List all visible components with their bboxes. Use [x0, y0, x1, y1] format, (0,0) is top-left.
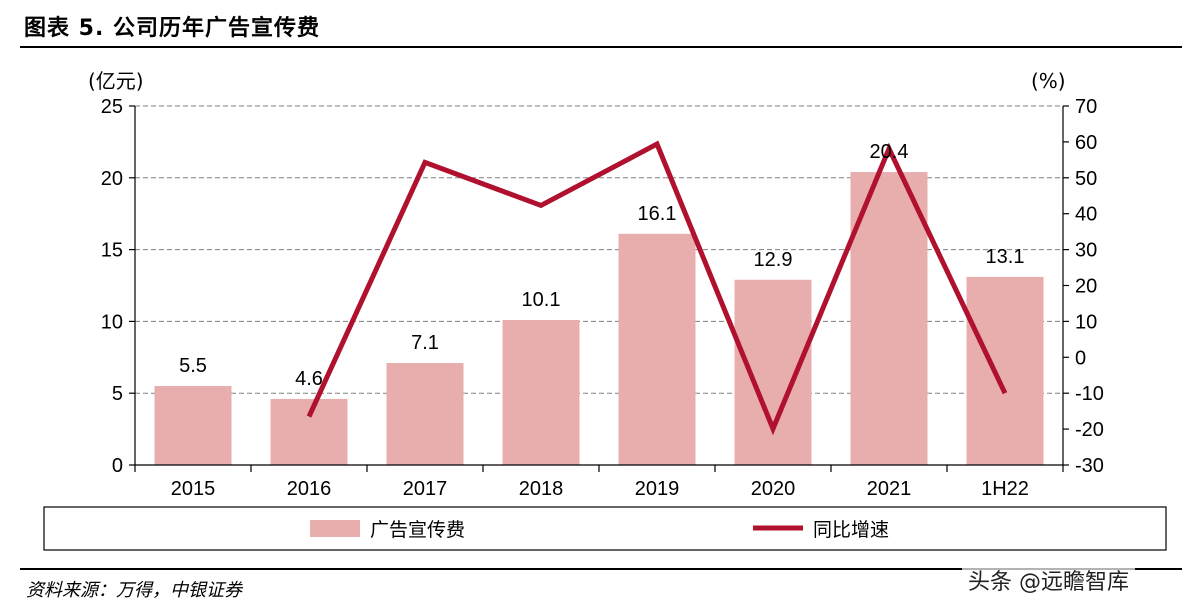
bar-data-label: 5.5 [179, 355, 207, 377]
x-tick-label: 2015 [171, 478, 216, 500]
right-tick-label: 70 [1075, 96, 1097, 118]
bar-data-label: 10.1 [522, 289, 561, 311]
x-tick-label: 2017 [403, 478, 448, 500]
bar-data-label: 12.9 [754, 249, 793, 271]
figure-title: 图表 5. 公司历年广告宣传费 [24, 16, 320, 41]
source-note: 资料来源：万得，中银证券 [26, 580, 242, 601]
right-tick-label: -30 [1075, 455, 1104, 477]
right-tick-label: 60 [1075, 132, 1097, 154]
bar-data-label: 20.4 [870, 141, 909, 163]
legend: 广告宣传费 同比增速 [43, 506, 1167, 551]
right-tick-label: -10 [1075, 383, 1104, 405]
top-rule [20, 46, 1182, 48]
bar-data-label: 4.6 [295, 368, 323, 390]
grid-layer [135, 105, 1063, 394]
left-axis-unit: (亿元) [88, 69, 144, 93]
left-tick-label: 5 [112, 383, 123, 405]
line-layer [306, 140, 1008, 436]
legend-bar-swatch [310, 520, 360, 537]
left-tick-label: 20 [101, 168, 123, 190]
label-layer: 5.5 4.6 7.1 10.1 16.1 12.9 20.4 13.1 [179, 141, 1024, 390]
x-tick-label: 2020 [751, 478, 796, 500]
right-tick-label: 40 [1075, 204, 1097, 226]
left-tick-label: 15 [101, 240, 123, 262]
right-axis-unit: (%) [1031, 69, 1066, 93]
bar [386, 363, 464, 465]
legend-box [43, 506, 1167, 551]
x-tick-label: 2016 [287, 478, 332, 500]
right-tick-label: 0 [1075, 347, 1086, 369]
left-tick-label: 10 [101, 311, 123, 333]
left-tick-label: 0 [112, 455, 123, 477]
bar-layer [154, 172, 1044, 465]
x-tick-label: 1H22 [981, 478, 1029, 500]
bar [734, 279, 812, 465]
legend-bar-label: 广告宣传费 [370, 519, 465, 541]
watermark: 头条 @远瞻智库 [962, 562, 1135, 598]
bar [618, 233, 696, 465]
x-tick-label: 2021 [867, 478, 912, 500]
right-tick-label: 50 [1075, 168, 1097, 190]
bar-data-label: 7.1 [411, 332, 439, 354]
right-tick-label: 20 [1075, 276, 1097, 298]
left-tick-label: 25 [101, 96, 123, 118]
right-tick-label: -20 [1075, 419, 1104, 441]
bar [850, 172, 928, 465]
bar [154, 386, 232, 465]
bar [966, 276, 1044, 465]
x-tick-label: 2018 [519, 478, 564, 500]
x-tick-label: 2019 [635, 478, 680, 500]
right-tick-label: 10 [1075, 311, 1097, 333]
axis-layer: 0 5 10 15 20 25 -30 -20 -10 0 10 20 30 40 50 60 70 2015 20… [101, 96, 1104, 500]
bar [502, 319, 580, 465]
bar-data-label: 13.1 [986, 246, 1025, 268]
bottom-rule [20, 568, 1182, 570]
right-tick-label: 30 [1075, 240, 1097, 262]
bar [270, 398, 348, 465]
bar-data-label: 16.1 [638, 203, 677, 225]
legend-line-label: 同比增速 [813, 519, 889, 541]
